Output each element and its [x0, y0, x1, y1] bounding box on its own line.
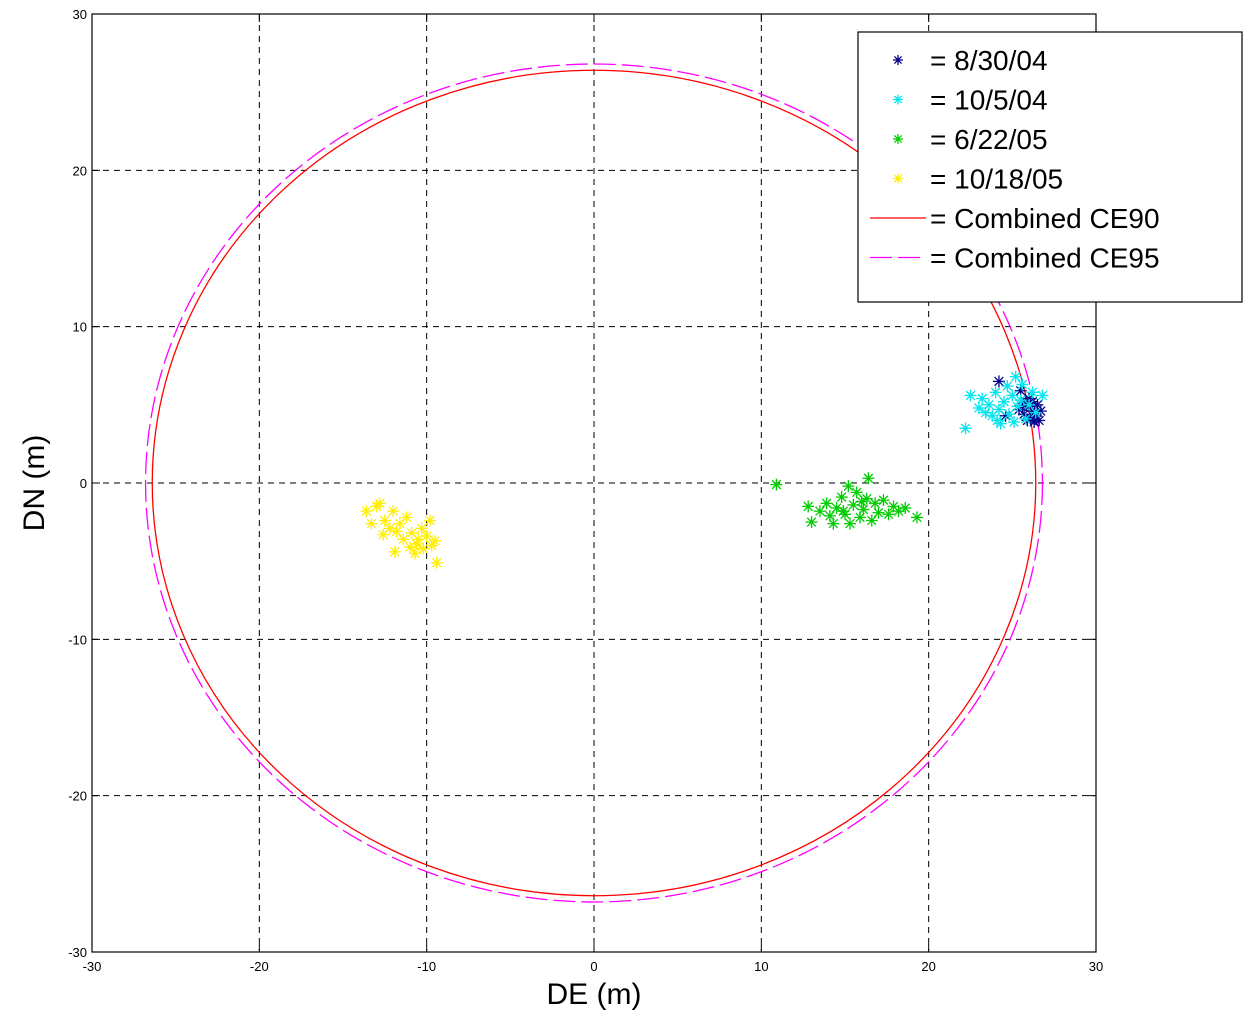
data-point-series-1: [1002, 408, 1015, 421]
data-point-series-2: [850, 486, 863, 499]
data-point-series-1: [979, 406, 992, 419]
x-tick-label: 20: [921, 959, 935, 974]
x-tick-label: 0: [590, 959, 597, 974]
data-point-series-1: [997, 395, 1010, 408]
y-tick-label: -30: [68, 945, 87, 960]
data-point-series-2: [855, 495, 868, 508]
x-tick-label: -30: [83, 959, 102, 974]
x-axis-label: DE (m): [547, 978, 642, 1011]
data-point-series-1: [1026, 386, 1039, 399]
error-circles: [144, 63, 1044, 903]
data-point-series-3: [430, 556, 443, 569]
x-tick-label: 10: [754, 959, 768, 974]
data-point-series-1: [1006, 389, 1019, 402]
y-tick-label: 20: [73, 163, 87, 178]
data-point-series-2: [835, 491, 848, 504]
y-axis-ticks: -30 -20 -10 0 10 20 30: [68, 7, 1096, 960]
data-point-series-3: [415, 522, 428, 535]
data-point-series-1: [959, 422, 972, 435]
data-point-series-3: [378, 514, 391, 527]
y-tick-label: 0: [80, 476, 87, 491]
data-point-series-1: [964, 389, 977, 402]
legend-entry-label: = Combined CE90: [930, 203, 1160, 234]
legend-marker: [893, 94, 903, 105]
data-point-series-1: [991, 414, 1004, 427]
data-point-series-1: [1009, 370, 1022, 383]
data-point-series-2: [802, 500, 815, 513]
y-axis-label: DN (m): [18, 435, 51, 532]
data-point-series-1: [1001, 380, 1014, 393]
data-point-series-2: [910, 511, 923, 524]
data-point-series-2: [857, 503, 870, 516]
data-point-series-3: [420, 530, 433, 543]
data-point-series-3: [373, 497, 386, 510]
data-point-series-1: [992, 403, 1005, 416]
data-point-series-3: [360, 505, 373, 518]
data-point-series-2: [872, 506, 885, 519]
ce90-circle: [151, 69, 1037, 897]
legend-marker: [893, 134, 903, 144]
legend-entry-label: = 6/22/05: [930, 124, 1048, 155]
data-point-series-2: [827, 517, 840, 530]
legend-box: [857, 31, 1243, 303]
x-tick-label: -10: [417, 959, 436, 974]
ce95-circle: [144, 63, 1044, 903]
data-point-series-3: [408, 547, 421, 560]
data-point-series-2: [842, 480, 855, 493]
data-point-series-1: [1019, 412, 1032, 425]
data-point-series-2: [813, 505, 826, 518]
data-point-series-3: [397, 533, 410, 546]
data-point-series-2: [882, 508, 895, 521]
x-tick-label: -20: [250, 959, 269, 974]
data-markers: [360, 370, 1049, 569]
legend-marker: [893, 55, 903, 65]
data-point-series-1: [1008, 416, 1021, 429]
data-point-series-2: [770, 478, 783, 491]
data-point-series-2: [877, 494, 890, 507]
data-point-series-1: [972, 401, 985, 414]
legend-marker: [893, 173, 903, 184]
legend: = 8/30/04 = 10/5/04 = 6/22/05 = 10/18/05 = C…: [857, 31, 1243, 303]
data-point-series-3: [377, 528, 390, 541]
data-point-series-3: [400, 511, 413, 524]
data-point-series-1: [1014, 394, 1027, 407]
y-tick-label: -20: [68, 789, 87, 804]
data-point-series-2: [862, 472, 875, 485]
data-point-series-2: [820, 497, 833, 510]
y-tick-label: 30: [73, 7, 87, 22]
legend-entry-label: = 8/30/04: [930, 45, 1048, 76]
y-tick-label: 10: [73, 320, 87, 335]
data-point-series-2: [865, 514, 878, 527]
data-point-series-1: [1016, 378, 1029, 391]
data-point-series-2: [844, 517, 857, 530]
grid-lines: [92, 14, 1096, 952]
legend-entry-label: = 10/18/05: [930, 164, 1063, 195]
data-point-series-3: [387, 505, 400, 518]
data-point-series-3: [410, 537, 423, 550]
legend-entry-label: = Combined CE95: [930, 243, 1160, 274]
data-point-series-1: [1029, 406, 1042, 419]
data-point-series-2: [805, 516, 818, 529]
x-axis-ticks: -30 -20 -10 0 10 20 30: [83, 14, 1103, 974]
data-point-series-3: [388, 545, 401, 558]
data-point-series-2: [869, 497, 882, 510]
data-point-series-2: [837, 505, 850, 518]
legend-entry-label: = 10/5/04: [930, 85, 1048, 116]
data-point-series-2: [899, 502, 912, 515]
data-point-series-3: [424, 514, 437, 527]
data-point-series-3: [365, 517, 378, 530]
y-tick-label: -10: [68, 632, 87, 647]
data-point-series-1: [1023, 398, 1036, 411]
data-point-series-1: [989, 386, 1002, 399]
data-point-series-0: [1028, 416, 1041, 429]
data-point-series-1: [1011, 400, 1024, 413]
data-point-series-1: [1036, 389, 1049, 402]
data-point-series-3: [429, 534, 442, 547]
data-point-series-0: [992, 375, 1005, 388]
x-tick-label: 30: [1089, 959, 1103, 974]
